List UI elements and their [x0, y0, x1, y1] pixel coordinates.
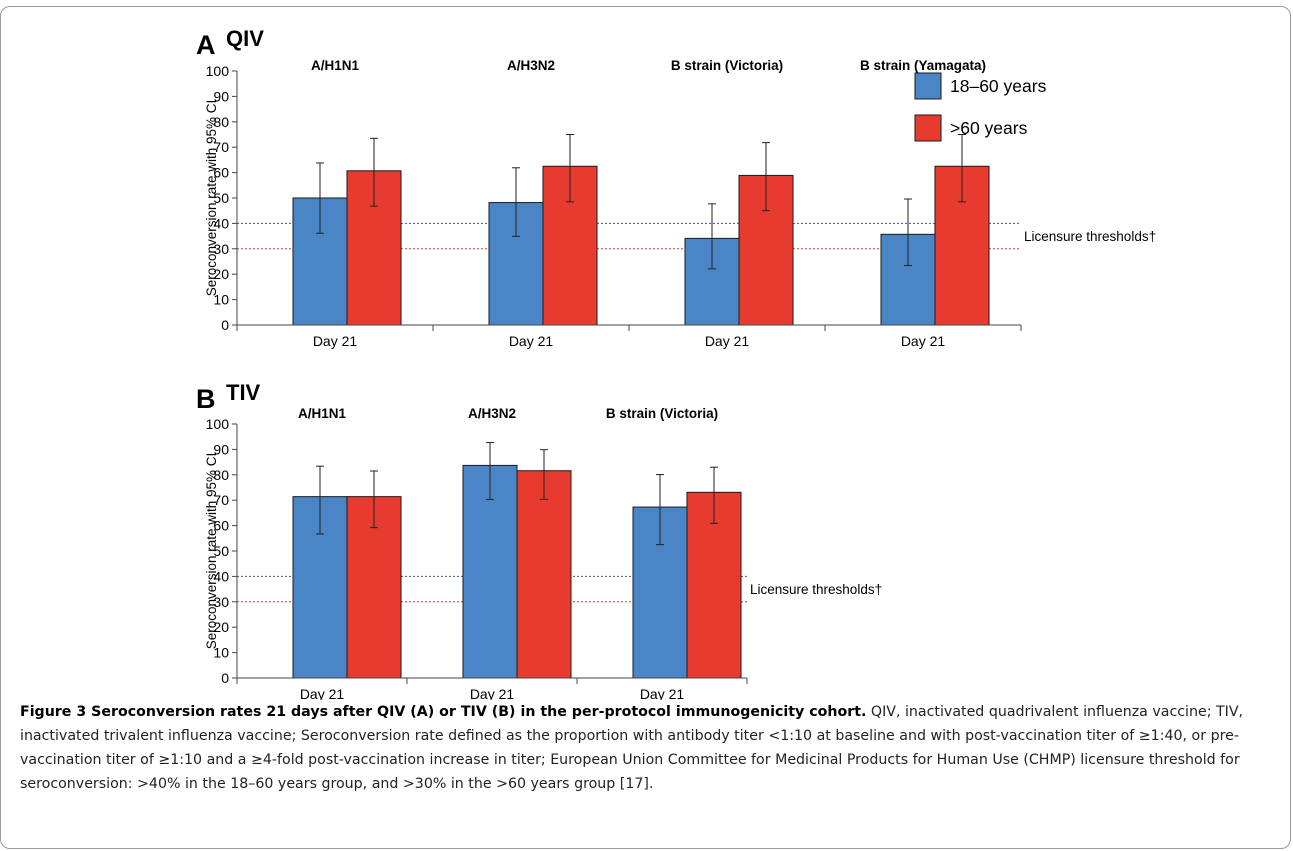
panel-b-ytick-label-100: 100	[206, 416, 230, 432]
panel-a-group-label-3: B strain (Yamagata)	[860, 58, 986, 73]
panel-a-ytick-label-60: 60	[213, 165, 229, 181]
panel-b-letter: B	[196, 384, 216, 414]
panel-b-group-label-0: A/H1N1	[298, 406, 347, 421]
panel-b-ytick-label-40: 40	[213, 568, 229, 584]
panel-a-group-label-0: A/H1N1	[311, 58, 360, 73]
caption-label: Figure 3 Seroconversion rates 21 days af…	[20, 704, 867, 720]
panel-b-title: TIV	[226, 380, 261, 405]
panel-a-letter: A	[196, 30, 216, 60]
panel-a-threshold-label: Licensure thresholds†	[1024, 229, 1156, 244]
panel-a-ytick-label-50: 50	[213, 190, 229, 206]
panel-a-category-label-0: Day 21	[313, 333, 358, 349]
panel-b-ytick-label-50: 50	[213, 543, 229, 559]
panel-b-ylabel: Seroconversion rate with 95% CI	[204, 453, 219, 650]
panel-b-ytick-label-80: 80	[213, 467, 229, 483]
panel-b-group-label-1: A/H3N2	[468, 406, 516, 421]
panel-b-bar-over60-1	[516, 470, 572, 679]
figure-charts: A QIV Seroconversion rate with 95% CI Licen…	[196, 26, 1156, 700]
panel-a-category-label-1: Day 21	[509, 333, 554, 349]
panel-a-ytick-label-80: 80	[213, 114, 229, 130]
panel-a-ytick-label-0: 0	[221, 317, 229, 333]
panel-a-legend-label-0: 18–60 years	[950, 76, 1047, 96]
panel-a-title: QIV	[226, 26, 264, 51]
panel-a-legend-swatch-0	[914, 72, 942, 100]
panel-b-ytick-label-10: 10	[213, 645, 229, 661]
panel-b-ytick-label-0: 0	[221, 670, 229, 686]
panel-a-category-label-3: Day 21	[901, 333, 946, 349]
panel-b-group-label-2: B strain (Victoria)	[606, 406, 718, 421]
panel-a-group-label-2: B strain (Victoria)	[671, 58, 783, 73]
panel-a-ytick-label-10: 10	[213, 292, 229, 308]
panel-a-legend-swatch-1	[914, 114, 942, 142]
panel-a-ytick-label-70: 70	[213, 139, 229, 155]
panel-a-ytick-label-40: 40	[213, 215, 229, 231]
panel-b-ytick-label-70: 70	[213, 492, 229, 508]
caption-text: QIV, inactivated quadrivalent influenza …	[20, 704, 1244, 792]
panel-b-category-label-0: Day 21	[300, 686, 345, 700]
panel-b-ytick-label-30: 30	[213, 594, 229, 610]
panel-a-ytick-label-100: 100	[206, 63, 230, 79]
panel-b-category-label-1: Day 21	[470, 686, 515, 700]
panel-a-ytick-label-20: 20	[213, 266, 229, 282]
figure-caption: Figure 3 Seroconversion rates 21 days af…	[20, 700, 1275, 796]
panel-b-ytick-label-20: 20	[213, 619, 229, 635]
panel-a-group-label-1: A/H3N2	[507, 58, 555, 73]
panel-b-ytick-label-90: 90	[213, 441, 229, 457]
panel-b-ytick-label-60: 60	[213, 518, 229, 534]
panel-a-category-label-2: Day 21	[705, 333, 750, 349]
panel-a-legend-label-1: >60 years	[950, 118, 1028, 138]
panel-a-ylabel: Seroconversion rate with 95% CI	[204, 100, 219, 297]
panel-a-ytick-label-90: 90	[213, 88, 229, 104]
panel-b-threshold-label: Licensure thresholds†	[750, 582, 882, 597]
panel-b-category-label-2: Day 21	[640, 686, 685, 700]
panel-a-ytick-label-30: 30	[213, 241, 229, 257]
figure-frame	[0, 6, 1291, 849]
